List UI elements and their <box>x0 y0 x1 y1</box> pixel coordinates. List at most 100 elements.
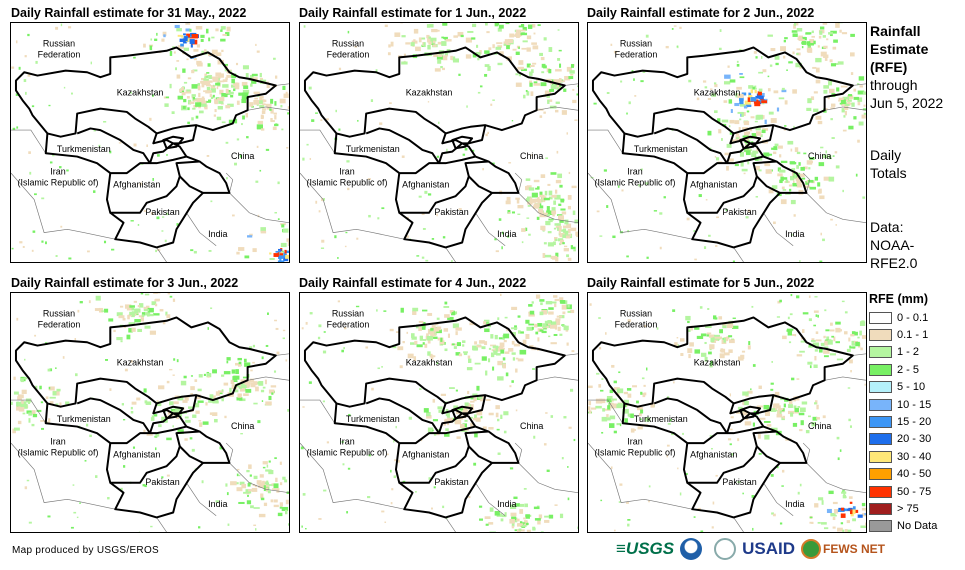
country-label: Kazakhstan <box>694 357 741 367</box>
rainfall-cell <box>820 522 827 525</box>
rainfall-cell <box>323 489 327 492</box>
rainfall-cell <box>193 98 198 101</box>
rainfall-cell <box>829 34 833 37</box>
rainfall-cell <box>208 399 215 403</box>
rainfall-cell <box>850 333 855 337</box>
rainfall-cell <box>159 308 164 312</box>
rainfall-cell <box>492 99 495 101</box>
rainfall-cell <box>814 400 818 405</box>
rainfall-cell <box>729 443 732 446</box>
boundary-line <box>445 247 456 262</box>
rainfall-cell <box>415 491 417 493</box>
rainfall-cell <box>260 497 265 501</box>
rainfall-cell <box>462 410 468 414</box>
rainfall-cell <box>167 293 171 295</box>
rainfall-cell <box>226 26 231 32</box>
rainfall-cell <box>368 454 371 457</box>
boundary-line <box>225 172 234 193</box>
rainfall-cell <box>463 351 468 354</box>
rainfall-cell <box>169 401 174 406</box>
country-border <box>109 175 204 249</box>
rainfall-cell <box>201 96 205 100</box>
rainfall-cell <box>519 509 524 514</box>
rainfall-cell <box>230 94 234 98</box>
rainfall-cell <box>529 82 533 87</box>
rainfall-cell <box>773 146 778 151</box>
rainfall-cell <box>550 301 557 304</box>
rainfall-cell <box>273 112 277 115</box>
rainfall-cell <box>285 91 288 96</box>
rainfall-cell <box>770 382 774 385</box>
rainfall-cell <box>618 371 621 374</box>
rainfall-cell <box>28 412 33 416</box>
rainfall-cell <box>259 96 264 99</box>
rainfall-cell <box>693 230 695 232</box>
rainfall-cell <box>613 529 616 532</box>
rainfall-cell <box>433 486 436 489</box>
rainfall-cell <box>687 329 691 332</box>
rainfall-cell <box>758 385 762 389</box>
rainfall-cell <box>567 466 569 468</box>
country-label: Russian <box>332 308 364 318</box>
rainfall-cell <box>335 109 337 113</box>
country-label: China <box>808 421 831 431</box>
rainfall-cell <box>704 356 708 362</box>
country-label: Federation <box>327 49 370 59</box>
rainfall-cell <box>269 108 272 111</box>
country-label: India <box>497 499 516 509</box>
country-border <box>488 430 520 464</box>
rainfall-cell <box>758 453 762 455</box>
rainfall-cell <box>195 410 200 414</box>
rainfall-cell <box>827 96 830 100</box>
rainfall-cell <box>17 401 23 407</box>
rainfall-cell <box>742 135 749 138</box>
rainfall-cell <box>848 359 853 364</box>
rainfall-cell <box>509 518 515 524</box>
rainfall-cell <box>763 404 770 410</box>
rainfall-cell <box>169 368 173 371</box>
rainfall-cell <box>443 423 446 426</box>
rainfall-cell <box>846 529 852 532</box>
country-label: Afghanistan <box>690 450 737 460</box>
rainfall-cell <box>505 23 510 25</box>
rainfall-cell <box>204 49 207 53</box>
rainfall-cell <box>442 55 448 61</box>
rainfall-cell <box>172 298 176 302</box>
rainfall-cell <box>508 212 510 214</box>
rainfall-cell <box>371 387 374 391</box>
rainfall-cell <box>428 331 435 335</box>
rainfall-cell <box>537 322 543 327</box>
rainfall-cell <box>627 319 631 323</box>
rainfall-cell <box>161 476 164 479</box>
rainfall-cell <box>430 42 435 45</box>
rainfall-cell <box>259 169 262 172</box>
rainfall-cell <box>354 45 357 48</box>
rainfall-cell <box>151 212 154 215</box>
rainfall-cell <box>515 82 522 87</box>
rainfall-cell <box>739 100 744 105</box>
rainfall-cell <box>486 322 489 324</box>
rainfall-cell <box>464 147 468 151</box>
rainfall-cell <box>75 373 78 377</box>
rainfall-cell <box>784 100 788 105</box>
rainfall-cell <box>795 178 800 182</box>
rainfall-cell <box>776 413 783 418</box>
rainfall-cell <box>509 385 512 388</box>
rainfall-cell <box>433 327 440 332</box>
rainfall-cell <box>315 200 318 204</box>
rainfall-cell <box>247 494 249 497</box>
rainfall-cell <box>44 421 51 424</box>
rainfall-cell <box>735 133 740 136</box>
rainfall-cell <box>711 448 713 450</box>
rainfall-cell <box>287 112 289 115</box>
rainfall-cell <box>792 89 797 94</box>
rainfall-cell <box>23 377 28 380</box>
rainfall-cell <box>68 257 72 260</box>
rainfall-cell <box>840 85 848 88</box>
rainfall-cell <box>530 154 533 156</box>
rainfall-cell <box>12 127 16 131</box>
rainfall-cell <box>257 214 260 218</box>
rainfall-cell <box>269 257 275 260</box>
rainfall-cell <box>195 26 203 30</box>
rainfall-cell <box>638 412 642 417</box>
